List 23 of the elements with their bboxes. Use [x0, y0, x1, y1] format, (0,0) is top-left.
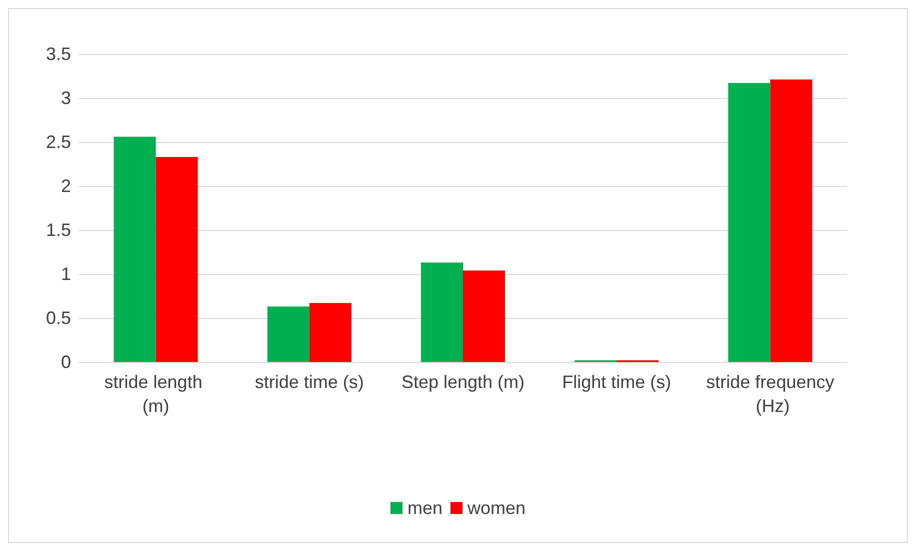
y-tick-label: 3.5: [46, 44, 71, 64]
bar: [267, 306, 310, 362]
y-tick-label: 2: [60, 176, 71, 196]
y-tick-label: 3: [60, 88, 71, 108]
x-tick-label: stride length (m): [104, 372, 208, 416]
legend-label: women: [466, 498, 526, 518]
bar: [770, 80, 812, 362]
x-tick-label: stride frequency (Hz): [706, 372, 834, 416]
y-tick-label: 0.5: [46, 308, 71, 328]
bar: [309, 303, 352, 362]
bar: [421, 262, 463, 362]
y-tick-label: 0: [60, 352, 71, 372]
bar: [463, 270, 505, 362]
bar: [728, 83, 770, 362]
x-tick-label: Flight time (s): [562, 372, 672, 392]
y-tick-label: 1: [60, 264, 71, 284]
bar: [114, 136, 156, 362]
y-tick-label: 1.5: [46, 220, 71, 240]
x-tick-label: stride time (s): [254, 372, 364, 392]
y-tick-label: 2.5: [46, 132, 71, 152]
legend-label: men: [407, 498, 442, 518]
x-tick-label: Step length (m): [401, 372, 525, 392]
bar: [156, 156, 198, 362]
